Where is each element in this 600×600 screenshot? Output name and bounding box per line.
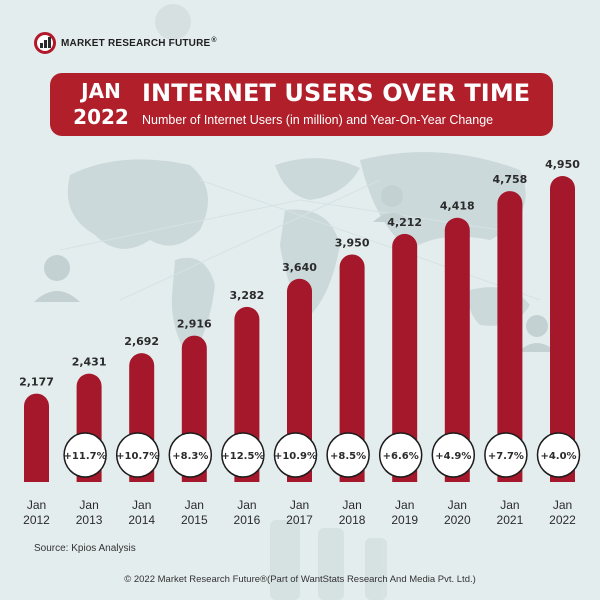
yoy-label-2016: +12.5% bbox=[221, 451, 264, 462]
yoy-label-2019: +6.6% bbox=[383, 451, 419, 462]
bar-2021 bbox=[497, 191, 523, 482]
page-title: INTERNET USERS OVER TIME bbox=[142, 79, 531, 107]
x-tick-year-2020: 2020 bbox=[444, 513, 471, 527]
bar-2022 bbox=[550, 176, 575, 482]
logo-text: MARKET RESEARCH FUTURE bbox=[61, 37, 211, 49]
yoy-badge-2018 bbox=[326, 432, 370, 478]
yoy-badge-2015 bbox=[168, 432, 213, 478]
x-tick-month-2017: Jan bbox=[290, 498, 309, 512]
x-tick-month-2014: Jan bbox=[132, 498, 151, 512]
yoy-badge-2016 bbox=[221, 432, 265, 478]
x-tick-year-2015: 2015 bbox=[181, 513, 208, 527]
bar-2018 bbox=[339, 254, 365, 482]
x-tick-month-2012: Jan bbox=[27, 498, 46, 512]
yoy-label-2017: +10.9% bbox=[274, 451, 317, 462]
banner-month: JAN bbox=[81, 79, 121, 103]
brand-logo: MARKET RESEARCH FUTURE ® bbox=[34, 32, 217, 54]
x-tick-month-2015: Jan bbox=[185, 498, 204, 512]
yoy-label-2013: +11.7% bbox=[64, 451, 107, 462]
yoy-label-2021: +7.7% bbox=[488, 451, 524, 462]
x-tick-month-2021: Jan bbox=[500, 498, 519, 512]
x-tick-year-2018: 2018 bbox=[339, 513, 366, 527]
page-subtitle: Number of Internet Users (in million) an… bbox=[142, 113, 494, 127]
copyright-note: © 2022 Market Research Future®(Part of W… bbox=[124, 574, 476, 585]
x-tick-year-2016: 2016 bbox=[234, 513, 261, 527]
value-label-2018: 3,950 bbox=[335, 236, 370, 249]
bar-2017 bbox=[287, 278, 312, 482]
yoy-label-2020: +4.9% bbox=[435, 451, 471, 462]
x-tick-month-2022: Jan bbox=[553, 498, 572, 512]
x-tick-year-2013: 2013 bbox=[76, 513, 103, 527]
yoy-badge-2019 bbox=[378, 432, 423, 478]
yoy-badge-2020 bbox=[431, 432, 476, 478]
person-icon-left bbox=[34, 255, 80, 302]
value-label-2017: 3,640 bbox=[282, 261, 317, 274]
person-icon-right bbox=[373, 185, 556, 352]
banner-year: 2022 bbox=[73, 105, 129, 129]
value-label-2015: 2,916 bbox=[177, 318, 212, 331]
chat-bubble-icon bbox=[155, 4, 191, 40]
x-tick-month-2019: Jan bbox=[395, 498, 414, 512]
yoy-label-2018: +8.5% bbox=[330, 451, 366, 462]
yoy-label-2014: +10.7% bbox=[116, 451, 159, 462]
x-tick-year-2017: 2017 bbox=[286, 513, 313, 527]
value-label-2013: 2,431 bbox=[72, 356, 107, 369]
value-label-2020: 4,418 bbox=[440, 200, 475, 213]
x-tick-year-2014: 2014 bbox=[128, 513, 155, 527]
yoy-badge-2021 bbox=[484, 432, 528, 478]
yoy-badge-2014 bbox=[115, 432, 160, 478]
value-label-2012: 2,177 bbox=[19, 376, 54, 389]
x-tick-month-2013: Jan bbox=[79, 498, 98, 512]
yoy-badge-2013 bbox=[63, 432, 107, 478]
yoy-badge-2017 bbox=[273, 432, 318, 478]
yoy-label-2022: +4.0% bbox=[540, 451, 576, 462]
logo-magnifier-icon bbox=[34, 32, 56, 54]
value-label-2014: 2,692 bbox=[124, 335, 159, 348]
source-note: Source: Kpios Analysis bbox=[34, 543, 136, 554]
logo-registered-mark: ® bbox=[211, 36, 217, 44]
bar-2012 bbox=[24, 393, 49, 482]
value-label-2021: 4,758 bbox=[493, 173, 528, 186]
x-tick-year-2019: 2019 bbox=[391, 513, 418, 527]
value-label-2019: 4,212 bbox=[387, 216, 422, 229]
x-tick-year-2021: 2021 bbox=[497, 513, 524, 527]
banner-date: JAN 2022 bbox=[68, 78, 134, 130]
x-tick-year-2022: 2022 bbox=[549, 513, 576, 527]
value-label-2016: 3,282 bbox=[230, 289, 265, 302]
x-tick-month-2020: Jan bbox=[448, 498, 467, 512]
yoy-label-2015: +8.3% bbox=[172, 451, 208, 462]
bar-2019 bbox=[392, 233, 418, 482]
x-tick-month-2018: Jan bbox=[342, 498, 361, 512]
yoy-badge-2022 bbox=[536, 432, 581, 478]
x-tick-year-2012: 2012 bbox=[23, 513, 50, 527]
title-banner: JAN 2022 INTERNET USERS OVER TIME Number… bbox=[50, 73, 553, 136]
bar-2020 bbox=[444, 217, 470, 483]
x-tick-month-2016: Jan bbox=[237, 498, 256, 512]
value-label-2022: 4,950 bbox=[545, 158, 580, 171]
